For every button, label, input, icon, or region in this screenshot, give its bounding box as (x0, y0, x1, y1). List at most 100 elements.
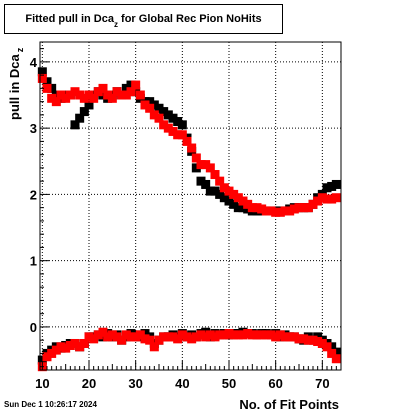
data-point (65, 340, 75, 350)
y-tick-label: 0 (30, 320, 37, 335)
data-point (154, 335, 164, 345)
data-point (61, 93, 71, 103)
data-point (187, 334, 197, 344)
x-tick-label: 40 (175, 376, 189, 391)
data-point (75, 113, 85, 123)
data-point (65, 90, 75, 100)
data-point (51, 97, 61, 107)
data-point (145, 97, 155, 107)
data-point (177, 130, 187, 140)
series-1 (37, 73, 341, 217)
data-point (149, 342, 159, 352)
data-point (126, 80, 136, 90)
data-point (103, 332, 113, 342)
data-point (47, 83, 57, 93)
data-point (303, 203, 313, 213)
data-point (121, 90, 131, 100)
series-3 (37, 327, 341, 372)
data-point (47, 93, 57, 103)
data-point (280, 332, 290, 342)
data-point (37, 355, 47, 365)
data-point (224, 329, 234, 339)
data-point (70, 338, 80, 348)
data-point (224, 186, 234, 196)
data-point (261, 206, 271, 216)
data-point (173, 117, 183, 127)
data-point (294, 334, 304, 344)
data-point (233, 193, 243, 203)
data-point (257, 204, 267, 214)
data-point (317, 193, 327, 203)
data-point (327, 348, 337, 358)
data-point (201, 179, 211, 189)
data-point (266, 206, 276, 216)
title-subscript: z (113, 20, 118, 29)
data-point (280, 206, 290, 216)
data-point (233, 203, 243, 213)
data-point (56, 342, 66, 352)
data-point (140, 334, 150, 344)
data-point (79, 107, 89, 117)
data-point (205, 163, 215, 173)
data-point (275, 207, 285, 217)
y-tick-label: 4 (30, 55, 38, 70)
data-point (145, 335, 155, 345)
data-point (299, 203, 309, 213)
data-point (252, 203, 262, 213)
data-point (201, 327, 211, 337)
x-tick-label: 20 (82, 376, 96, 391)
data-point (201, 332, 211, 342)
data-point (75, 342, 85, 352)
data-point (79, 338, 89, 348)
data-point (159, 332, 169, 342)
data-point (168, 113, 178, 123)
data-point (243, 199, 253, 209)
timestamp: Sun Dec 1 10:26:17 2024 (4, 400, 97, 409)
data-point (163, 123, 173, 133)
data-point (98, 332, 108, 342)
data-point (117, 335, 127, 345)
data-point (135, 330, 145, 340)
data-point (70, 120, 80, 130)
data-point (261, 330, 271, 340)
data-point (140, 329, 150, 339)
chart-title: Fitted pull in Dcaz for Global Rec Pion … (5, 5, 282, 33)
data-point (210, 170, 220, 180)
data-point (238, 196, 248, 206)
data-point (317, 338, 327, 348)
data-point (210, 332, 220, 342)
data-point (233, 330, 243, 340)
data-point (89, 334, 99, 344)
data-point (243, 204, 253, 214)
data-point (308, 199, 318, 209)
data-point (177, 330, 187, 340)
data-point (252, 330, 262, 340)
tick-labels: 10 20 30 40 50 60 70 0 1 2 3 4 (30, 55, 330, 391)
data-point (322, 183, 332, 193)
data-point (229, 330, 239, 340)
data-point (89, 93, 99, 103)
data-point (117, 90, 127, 100)
data-point (154, 103, 164, 113)
data-point (51, 90, 61, 100)
data-point (196, 330, 206, 340)
data-point (289, 204, 299, 214)
data-point (173, 130, 183, 140)
data-point (42, 352, 52, 362)
data-point (182, 332, 192, 342)
data-point (229, 189, 239, 199)
title-main: Fitted pull in Dca (25, 13, 114, 25)
data-point (238, 203, 248, 213)
data-point (266, 330, 276, 340)
data-point (205, 186, 215, 196)
data-point (247, 330, 257, 340)
y-axis-title: pull in Dcaz (7, 47, 25, 120)
x-tick-label: 30 (128, 376, 142, 391)
data-point (303, 335, 313, 345)
data-point (163, 110, 173, 120)
data-point (61, 343, 71, 353)
data-point (331, 179, 341, 189)
data-point (289, 332, 299, 342)
data-point (285, 206, 295, 216)
plot-frame (39, 41, 342, 371)
